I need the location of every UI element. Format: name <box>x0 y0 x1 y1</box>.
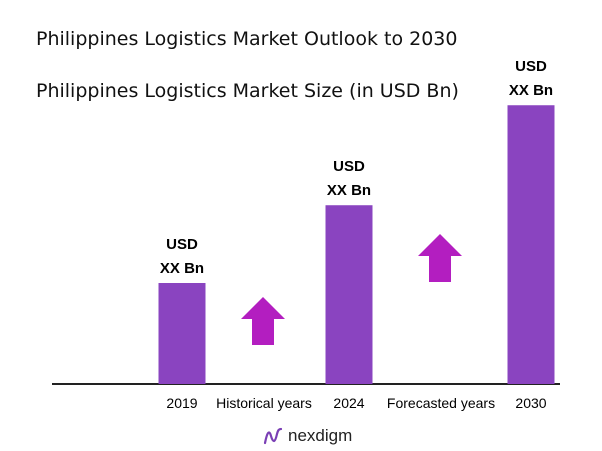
growth-arrow-icon <box>241 297 285 345</box>
bar-2024 <box>325 205 373 384</box>
bar-value-label-2030: XX Bn <box>509 82 553 99</box>
x-tick-label-2030: 2030 <box>515 395 546 411</box>
brand-logo: nexdigm <box>262 425 352 447</box>
bar-2030 <box>507 105 555 385</box>
period-label: Historical years <box>216 395 312 411</box>
bar-value-label-2019: XX Bn <box>160 260 204 277</box>
bar-value-label-2024: USD <box>333 158 365 175</box>
bar-value-label-2030: USD <box>515 58 547 75</box>
x-tick-label-2024: 2024 <box>333 395 364 411</box>
chart-subtitle: Philippines Logistics Market Size (in US… <box>36 80 459 102</box>
x-tick-label-2019: 2019 <box>166 395 197 411</box>
chart-title: Philippines Logistics Market Outlook to … <box>36 28 458 50</box>
bar-2019 <box>158 283 206 384</box>
brand-name: nexdigm <box>288 426 353 445</box>
bar-value-label-2019: USD <box>166 236 198 253</box>
bar-value-label-2024: XX Bn <box>327 182 371 199</box>
period-label: Forecasted years <box>387 395 495 411</box>
nexdigm-logo-icon <box>263 427 283 445</box>
growth-arrow-icon <box>418 234 462 282</box>
